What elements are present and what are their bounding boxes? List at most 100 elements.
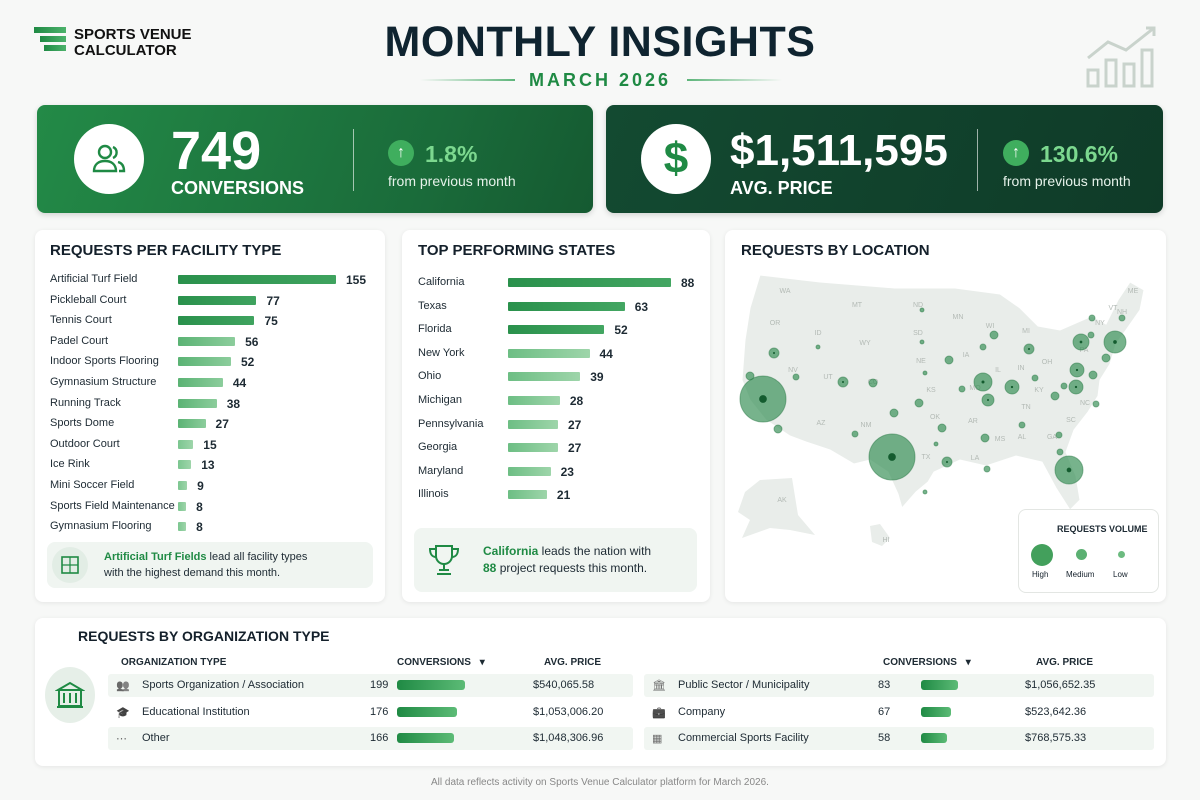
location-bubble-center <box>1010 385 1014 389</box>
state-label: Pennsylvania <box>418 417 484 430</box>
subtitle-line-left <box>420 79 515 81</box>
state-value: 39 <box>590 370 604 385</box>
legend-medium-label: Medium <box>1066 570 1095 579</box>
states-note-text: California leads the nation with 88 proj… <box>483 543 651 577</box>
location-bubble[interactable] <box>1050 391 1060 401</box>
building-icon <box>45 667 95 723</box>
col-conversions-label: CONVERSIONS <box>397 657 471 668</box>
location-bubble-center <box>1028 348 1030 350</box>
org-conversions-bar <box>921 706 951 717</box>
kpi-conversions-change: 1.8% <box>425 141 478 167</box>
location-bubble[interactable] <box>815 344 821 350</box>
org-row[interactable]: 💼 Company 67 $523,642.36 <box>644 700 1154 724</box>
location-bubble-center <box>773 352 775 354</box>
kpi-avg-price-change-text: from previous month <box>1003 173 1131 189</box>
org-type-name: Educational Institution <box>142 705 250 718</box>
location-bubble[interactable] <box>1055 431 1063 439</box>
location-bubble-center <box>1113 340 1117 344</box>
org-row[interactable]: 👥 Sports Organization / Association 199 $54… <box>108 674 633 697</box>
users-icon: 👥 <box>116 680 130 692</box>
location-bubble[interactable] <box>1060 382 1068 390</box>
state-label: Michigan <box>418 394 463 406</box>
location-bubble[interactable] <box>1087 331 1095 339</box>
location-bubble[interactable] <box>1018 421 1026 429</box>
facility-value: 77 <box>266 293 280 308</box>
location-bubble-center <box>888 453 896 461</box>
state-label-sc: SC <box>1066 417 1076 424</box>
location-bubble[interactable] <box>980 433 990 443</box>
facility-bar <box>178 336 236 346</box>
location-bubble[interactable] <box>1088 314 1096 322</box>
location-bubble[interactable] <box>958 385 966 393</box>
location-bubble[interactable] <box>933 441 939 447</box>
org-row[interactable]: ▦ Commercial Sports Facility 58 $768,575.33 <box>644 727 1154 750</box>
org-conversions: 83 <box>878 679 891 691</box>
map-title: REQUESTS BY LOCATION <box>741 242 930 259</box>
kpi-avg-price-change: 130.6% <box>1040 141 1119 167</box>
org-row[interactable]: 🏛 Public Sector / Municipality 83 $1,056,65… <box>644 674 1154 697</box>
org-type-name: Sports Organization / Association <box>142 679 305 691</box>
location-bubble[interactable] <box>919 307 925 313</box>
location-bubble[interactable] <box>773 424 783 434</box>
org-avg-price: $540,065.58 <box>533 679 595 691</box>
location-bubble[interactable] <box>983 465 991 473</box>
org-type-name: Company <box>678 705 726 718</box>
location-bubble-center <box>842 381 844 383</box>
state-label-mn: MN <box>953 314 964 321</box>
location-bubble[interactable] <box>1056 448 1064 456</box>
location-bubble[interactable] <box>944 355 954 365</box>
facility-label: Gymnasium Flooring <box>50 520 152 533</box>
kpi-conversions-label: CONVERSIONS <box>171 178 305 198</box>
brand-name: SPORTS VENUE CALCULATOR <box>74 27 192 59</box>
org-row[interactable]: 🎓 Educational Institution 176 $1,053,006.20 <box>108 700 633 724</box>
location-bubble[interactable] <box>745 371 755 381</box>
location-bubble[interactable] <box>914 398 924 408</box>
note-highlight-count: 88 <box>483 561 497 575</box>
legend-medium-circle <box>1076 549 1087 560</box>
org-avg-price: $523,642.36 <box>1025 705 1087 718</box>
users-icon <box>74 124 144 194</box>
subtitle-line-right <box>687 79 782 81</box>
location-bubble[interactable] <box>1031 374 1039 382</box>
location-bubble[interactable] <box>937 423 947 433</box>
facility-icon <box>52 547 88 583</box>
location-bubble[interactable] <box>1088 370 1098 380</box>
note-text: leads the nation with <box>538 544 652 558</box>
state-bar <box>508 490 547 500</box>
state-label-wy: WY <box>859 340 871 347</box>
note-text: lead all facility types <box>206 551 308 563</box>
location-bubble[interactable] <box>1118 314 1126 322</box>
col-header-conversions[interactable]: CONVERSIONS ▾ <box>397 657 485 668</box>
graduation-cap-icon: 🎓 <box>116 706 130 719</box>
location-bubble[interactable] <box>922 370 928 376</box>
facility-label: Outdoor Court <box>50 437 120 450</box>
location-bubble[interactable] <box>922 489 928 495</box>
facility-bar <box>178 481 188 490</box>
location-bubble[interactable] <box>919 339 925 345</box>
state-label-nm: NM <box>861 422 872 429</box>
hawaii-shape <box>870 524 890 546</box>
brand-logo-icon <box>34 27 68 54</box>
org-avg-price: $768,575.33 <box>1025 732 1087 744</box>
col-header-conversions-right[interactable]: CONVERSIONS ▾ <box>883 657 971 668</box>
legend-low-circle <box>1118 551 1125 558</box>
location-bubble[interactable] <box>1101 353 1111 363</box>
org-row[interactable]: ⋯ Other 166 $1,048,306.96 <box>108 727 633 750</box>
location-bubble[interactable] <box>868 378 878 388</box>
location-bubble[interactable] <box>792 373 800 381</box>
location-bubble[interactable] <box>851 430 859 438</box>
location-bubble[interactable] <box>989 330 999 340</box>
location-bubble[interactable] <box>979 343 987 351</box>
state-value: 52 <box>614 323 628 338</box>
state-bar <box>508 325 605 335</box>
legend-high-label: High <box>1032 570 1049 579</box>
state-label-ga: GA <box>1047 434 1057 441</box>
org-conversions-bar <box>921 733 947 743</box>
state-label-ut: UT <box>823 374 833 381</box>
footer-note: All data reflects activity on Sports Ven… <box>431 777 769 788</box>
col-header-avg-price-right: AVG. PRICE <box>1036 657 1094 668</box>
trophy-icon <box>428 545 460 575</box>
location-bubble[interactable] <box>889 408 899 418</box>
location-bubble[interactable] <box>1092 400 1100 408</box>
